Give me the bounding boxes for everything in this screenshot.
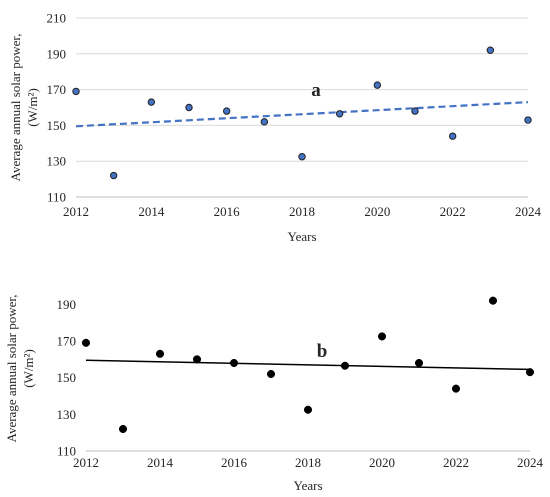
x-tick-label: 2020 <box>369 455 395 470</box>
y-tick-label: 170 <box>47 82 67 97</box>
x-tick-label: 2012 <box>73 455 99 470</box>
y-tick-label: 130 <box>57 407 77 422</box>
x-tick-label: 2014 <box>138 204 165 219</box>
x-tick-label: 2012 <box>63 204 89 219</box>
x-tick-label: 2024 <box>517 455 544 470</box>
data-point <box>109 171 118 180</box>
y-axis-title-line1: Average annual solar power, <box>4 295 19 443</box>
chart-a: 110 130 150 170 190 210 2012 2014 2016 2018 2020 20… <box>8 11 542 245</box>
x-axis-title: Years <box>287 229 316 244</box>
data-point <box>118 424 128 434</box>
x-tick-label: 2024 <box>515 204 542 219</box>
x-axis-title: Years <box>293 478 322 493</box>
y-tick-label: 150 <box>57 370 77 385</box>
data-point <box>81 338 91 347</box>
x-tick-label: 2020 <box>364 204 390 219</box>
data-point <box>373 81 382 89</box>
panel-label: b <box>317 341 328 362</box>
data-point <box>147 98 156 106</box>
x-tick-label: 2016 <box>214 204 241 219</box>
trendline <box>85 359 531 371</box>
data-point <box>451 384 461 393</box>
x-tick-label: 2022 <box>443 455 469 470</box>
data-point <box>222 107 231 115</box>
data-point <box>260 118 269 126</box>
y-tick-label: 130 <box>47 154 67 169</box>
y-tick-label: 170 <box>57 334 77 349</box>
trendline <box>75 101 529 128</box>
data-point <box>266 369 276 379</box>
x-tick-label: 2018 <box>289 204 315 219</box>
y-tick-label: 190 <box>47 46 67 61</box>
data-point <box>229 358 239 368</box>
data-point <box>192 355 202 364</box>
panel-label: a <box>311 80 321 101</box>
data-point <box>155 349 165 358</box>
data-point <box>377 332 387 341</box>
data-point <box>486 46 495 54</box>
chart-b: 110 130 150 170 190 2012 2014 2016 2018 2020 2022 2… <box>4 295 544 493</box>
x-tick-label: 2022 <box>440 204 466 219</box>
y-axis-title-line2: (W/m²) <box>25 88 40 127</box>
y-tick-label: 110 <box>47 190 66 205</box>
x-tick-label: 2014 <box>147 455 174 470</box>
data-point <box>411 107 419 115</box>
data-point <box>340 361 350 370</box>
data-point <box>335 110 344 118</box>
data-point <box>525 368 535 377</box>
x-tick-label: 2016 <box>221 455 248 470</box>
data-point <box>488 296 498 305</box>
y-axis-title-line1: Average annual solar power, <box>8 34 23 182</box>
data-point <box>448 132 457 140</box>
y-axis-title-line2: (W/m²) <box>21 349 36 388</box>
data-point <box>303 405 313 414</box>
y-tick-label: 150 <box>47 118 67 133</box>
y-tick-label: 110 <box>57 444 76 459</box>
data-point <box>72 87 80 96</box>
y-tick-label: 190 <box>57 297 77 312</box>
y-tick-label: 210 <box>47 11 67 26</box>
x-tick-label: 2018 <box>295 455 321 470</box>
data-point <box>524 116 532 124</box>
data-point <box>414 358 424 368</box>
data-point <box>185 103 193 112</box>
data-point <box>298 153 306 161</box>
